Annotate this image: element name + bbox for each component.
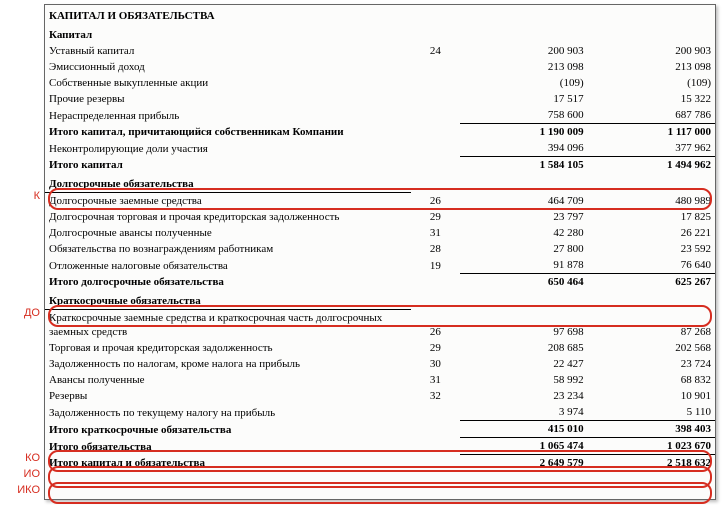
document-frame: КАПИТАЛ И ОБЯЗАТЕЛЬСТВА Капитал Уставный… [44,4,716,500]
table-row: Резервы 32 23 234 10 901 [45,388,715,404]
liabilities-total: Итого обязательства 1 065 474 1 023 670 [45,438,715,455]
table-row: Обязательства по вознаграждениям работни… [45,241,715,257]
table-row: Авансы полученные 31 58 992 68 832 [45,372,715,388]
label-IO: ИО [2,468,40,480]
stl-section-header: Краткосрочные обязательства [45,290,715,310]
stl-total: Итого краткосрочные обязательства 415 01… [45,421,715,438]
label-KO: КО [2,452,40,464]
table-row: Уставный капитал 24 200 903 200 903 [45,43,715,59]
table-row: Эмиссионный доход 213 098 213 098 [45,59,715,75]
table-row: Нераспределенная прибыль 758 600 687 786 [45,107,715,124]
table-row: Долгосрочные заемные средства 26 464 709… [45,193,715,210]
table-row: Прочие резервы 17 517 15 322 [45,91,715,107]
nci-row: Неконтролирующие доли участия 394 096 37… [45,140,715,157]
equity-total: Итого капитал 1 584 105 1 494 962 [45,157,715,174]
table-row: Задолженность по налогам, кроме налога н… [45,356,715,372]
equity-owners-subtotal: Итого капитал, причитающийся собственник… [45,124,715,141]
label-K: К [2,190,40,202]
table-row: Краткосрочные заемные средства и краткос… [45,310,715,341]
table-row: Долгосрочная торговая и прочая кредиторс… [45,209,715,225]
table-row: Долгосрочные авансы полученные 31 42 280… [45,225,715,241]
section-capital-liabilities: КАПИТАЛ И ОБЯЗАТЕЛЬСТВА [45,5,715,24]
ltl-total: Итого долгосрочные обязательства 650 464… [45,274,715,291]
grand-total: Итого капитал и обязательства 2 649 579 … [45,455,715,472]
table-row: Торговая и прочая кредиторская задолженн… [45,340,715,356]
equity-section-header: Капитал [45,24,715,43]
table-row: Отложенные налоговые обязательства 19 91… [45,257,715,274]
label-IKO: ИКО [2,484,40,496]
label-DO: ДО [2,307,40,319]
balance-table: КАПИТАЛ И ОБЯЗАТЕЛЬСТВА Капитал Уставный… [45,5,715,471]
table-row: Собственные выкупленные акции (109) (109… [45,75,715,91]
ltl-section-header: Долгосрочные обязательства [45,173,715,193]
table-row: Задолженность по текущему налогу на приб… [45,404,715,421]
main-section-title: КАПИТАЛ И ОБЯЗАТЕЛЬСТВА [45,5,411,24]
